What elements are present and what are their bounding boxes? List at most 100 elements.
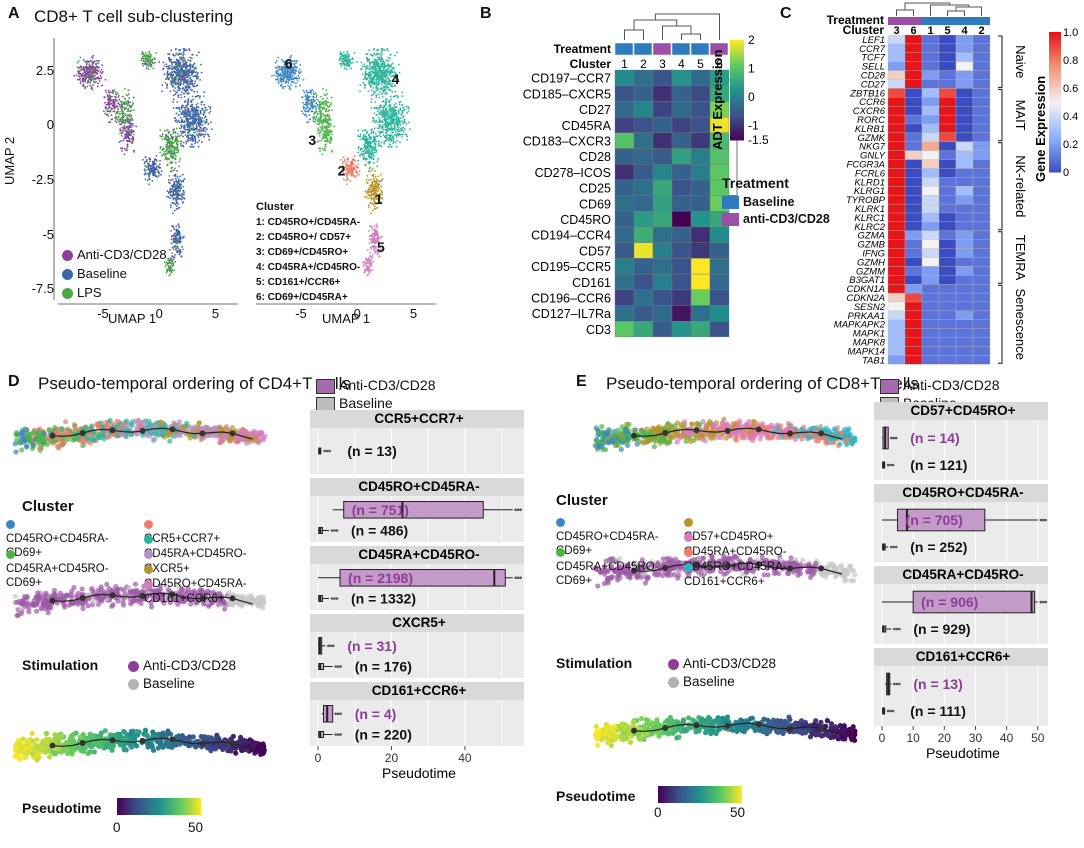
umap-point [373, 112, 376, 115]
umap-point [182, 83, 185, 86]
umap-point [122, 114, 124, 117]
umap-point [372, 237, 375, 239]
umap-point [380, 69, 383, 72]
umap-point [315, 102, 317, 105]
umap-point [171, 63, 173, 66]
umap-point [391, 90, 394, 93]
umap-point [295, 82, 297, 85]
umap-point [356, 171, 359, 174]
umap-point [383, 106, 385, 108]
umap-point [185, 123, 188, 126]
umap-point [170, 258, 173, 261]
umap-point [326, 138, 329, 141]
umap-point [330, 133, 333, 136]
umap-point [108, 94, 111, 97]
umap-point [311, 110, 314, 113]
umap-point [377, 250, 380, 253]
umap-point [324, 116, 327, 119]
umap-point [185, 67, 188, 70]
umap-point [374, 193, 377, 196]
umap-point [190, 80, 193, 83]
heatmap-cell [671, 321, 692, 338]
umap-point [375, 54, 377, 56]
umap-point [106, 94, 109, 96]
umap-point [366, 137, 369, 140]
umap-point [391, 67, 394, 70]
umap-point [378, 107, 381, 110]
umap-point [322, 122, 324, 125]
umap-point [120, 121, 123, 123]
umap-point [128, 138, 131, 141]
umap-point [393, 71, 395, 74]
umap-point [294, 72, 297, 75]
umap-point [194, 138, 197, 141]
umap-point [371, 202, 374, 205]
cluster-id: 1 [621, 57, 628, 71]
umap-point [345, 166, 348, 169]
umap-point [389, 146, 391, 149]
cluster-number-label: 5 [377, 239, 385, 255]
umap-point [376, 82, 378, 84]
umap-point [177, 114, 180, 116]
umap-point [390, 53, 392, 56]
umap-point [123, 153, 126, 156]
umap-point [185, 114, 188, 117]
umap-point [124, 122, 126, 125]
umap-point [296, 66, 298, 69]
umap-point [368, 67, 370, 70]
umap-point [195, 133, 198, 136]
umap-point [324, 149, 327, 152]
umap-point [171, 80, 174, 83]
umap-point [143, 162, 146, 165]
umap-point [396, 128, 399, 131]
umap-point [163, 130, 166, 132]
umap-point [180, 180, 183, 183]
umap-point [170, 68, 173, 71]
umap-point [363, 263, 366, 266]
umap-point [170, 145, 173, 148]
umap-point [362, 157, 365, 160]
umap-point [378, 142, 380, 145]
umap-point [362, 81, 365, 84]
umap-point [363, 145, 366, 148]
umap-point [397, 79, 400, 81]
umap-point [187, 134, 190, 137]
umap-point [151, 161, 154, 163]
umap-point [373, 198, 376, 201]
umap-point [351, 58, 354, 61]
umap-point [182, 236, 185, 238]
umap-point [381, 92, 384, 95]
umap-point [110, 118, 113, 121]
umap-point [370, 53, 372, 56]
umap-point [279, 72, 282, 75]
umap-point [330, 130, 333, 132]
cluster-number-label: 2 [338, 163, 346, 179]
umap-point [174, 203, 177, 206]
umap-point [190, 105, 193, 108]
umap-point [92, 73, 95, 76]
umap-point [290, 65, 293, 68]
umap-point [368, 188, 370, 191]
umap-point [284, 70, 287, 73]
umap-point [128, 114, 131, 117]
umap-point [375, 223, 378, 226]
umap-point [390, 109, 393, 111]
umap-point [317, 128, 320, 131]
umap-point [182, 113, 185, 116]
adt-marker-label: CD185–CXCR5 [523, 87, 611, 101]
umap-point [89, 84, 92, 87]
umap-point [177, 179, 180, 182]
umap-x-label-right: UMAP 1 [322, 311, 371, 326]
umap-point [141, 62, 144, 65]
umap-point [175, 208, 178, 210]
umap-point [207, 134, 210, 136]
umap-point [164, 78, 167, 81]
umap-point [393, 124, 396, 127]
umap-point [378, 93, 380, 96]
umap-point [304, 94, 307, 96]
umap-point [383, 86, 386, 89]
umap-point [380, 104, 383, 107]
umap-point [191, 140, 194, 142]
umap-point [356, 163, 359, 166]
umap-point [128, 97, 131, 99]
